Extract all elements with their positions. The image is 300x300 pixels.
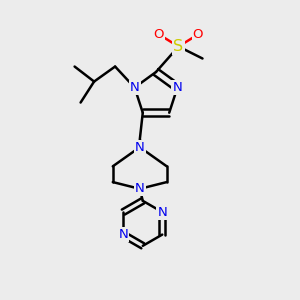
Text: N: N <box>118 228 128 241</box>
Text: S: S <box>173 39 184 54</box>
Text: N: N <box>135 182 145 195</box>
Text: N: N <box>130 81 140 94</box>
Text: N: N <box>172 81 182 94</box>
Text: N: N <box>158 206 167 219</box>
Text: O: O <box>154 28 164 41</box>
Text: N: N <box>135 141 145 154</box>
Text: O: O <box>193 28 203 41</box>
